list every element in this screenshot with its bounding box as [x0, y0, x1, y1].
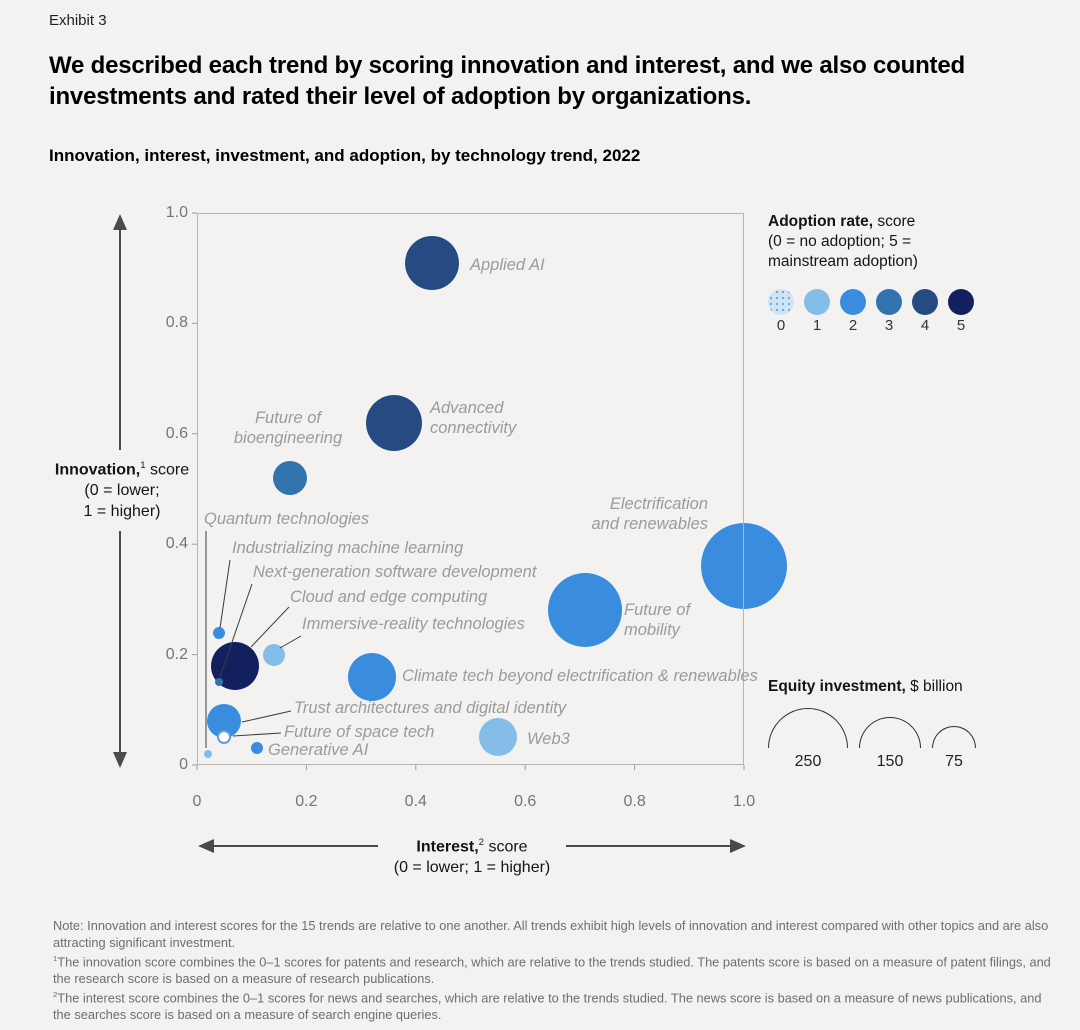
label-future-of-mobility: Future of mobility	[624, 601, 691, 639]
adoption-swatch-0	[768, 289, 794, 315]
x-tick-label-1.0: 1.0	[732, 793, 756, 810]
exhibit-title: We described each trend by scoring innov…	[49, 52, 965, 110]
investment-arc-label-250: 250	[794, 753, 822, 770]
label-electrification-and-renewables: Electrification and renewables	[591, 495, 709, 533]
adoption-swatch-1	[804, 289, 830, 315]
y-axis-arrow-up	[113, 214, 127, 230]
y-tick-label-0.4: 0.4	[165, 535, 188, 553]
footnote-2: 1The innovation score combines the 0–1 s…	[53, 954, 1051, 986]
bubble-quantum-technologies	[203, 749, 212, 758]
x-tick-label-0: 0	[192, 793, 202, 810]
adoption-swatch-label-2: 2	[848, 317, 858, 334]
bubble-future-of-bioengineering	[272, 460, 307, 495]
x-tick-label-0.6: 0.6	[514, 793, 537, 810]
label-generative-ai: Generative AI	[268, 741, 369, 759]
label-advanced-connectivity: Advanced connectivity	[430, 399, 517, 437]
bubble-immersive-reality-technologies	[262, 643, 285, 666]
investment-arc-75	[932, 726, 976, 748]
investment-arc-250	[768, 708, 848, 748]
label-future-of-space-tech: Future of space tech	[284, 723, 435, 741]
adoption-swatch-5	[948, 289, 974, 315]
bubble-generative-ai	[251, 742, 264, 755]
bubble-electrification-and-renewables	[701, 523, 787, 610]
y-tick-label-0.6: 0.6	[165, 424, 188, 442]
label-quantum-technologies: Quantum technologies	[204, 510, 370, 528]
x-tick-label-0.4: 0.4	[404, 793, 427, 810]
footnotes: Note: Innovation and interest scores for…	[53, 918, 1061, 1024]
adoption-swatch-3	[876, 289, 902, 315]
y-axis-title: Innovation,1 score (0 = lower; 1 = higher)	[54, 460, 190, 521]
x-axis-arrow-left	[198, 839, 214, 853]
label-web3: Web3	[527, 730, 570, 748]
adoption-swatch-label-1: 1	[812, 317, 822, 334]
bubble-next-generation-software-development	[214, 678, 223, 687]
adoption-swatch-label-5: 5	[956, 317, 966, 334]
y-tick-label-0: 0	[179, 756, 188, 773]
label-future-of-bioengineering: Future of bioengineering	[233, 409, 343, 447]
label-industrializing-machine-learning: Industrializing machine learning	[232, 539, 464, 557]
x-axis-arrow-right	[730, 839, 746, 853]
x-tick-label-0.2: 0.2	[295, 793, 318, 810]
bubble-applied-ai	[405, 235, 460, 290]
footnote-1: Note: Innovation and interest scores for…	[53, 918, 1049, 950]
y-tick-label-0.8: 0.8	[165, 314, 188, 332]
chart-subtitle: Innovation, interest, investment, and ad…	[49, 146, 641, 165]
bubble-advanced-connectivity	[365, 394, 422, 451]
y-axis-arrow-down	[113, 752, 127, 768]
label-cloud-and-edge-computing: Cloud and edge computing	[290, 588, 488, 606]
adoption-swatch-4	[912, 289, 938, 315]
label-immersive-reality-technologies: Immersive-reality technologies	[302, 615, 525, 633]
y-tick-label-0.2: 0.2	[165, 645, 188, 663]
footnote-3: 2The interest score combines the 0–1 sco…	[53, 990, 1042, 1023]
adoption-swatch-label-0: 0	[776, 317, 786, 334]
y-tick-label-1.0: 1.0	[165, 204, 188, 221]
investment-arc-label-150: 150	[876, 753, 904, 770]
bubble-future-of-space-tech	[217, 730, 232, 745]
bubble-web3	[478, 718, 517, 757]
adoption-swatch-label-4: 4	[920, 317, 930, 334]
exhibit-label: Exhibit 3	[49, 12, 107, 29]
investment-arc-label-75: 75	[945, 753, 963, 770]
bubble-future-of-mobility	[548, 573, 623, 648]
adoption-swatch-label-3: 3	[884, 317, 894, 334]
x-axis-title: Interest,2 score (0 = lower; 1 = higher)	[393, 837, 551, 877]
adoption-legend-title: Adoption rate, score (0 = no adoption; 5 …	[768, 213, 918, 270]
investment-arc-150	[859, 717, 921, 748]
label-applied-ai: Applied AI	[470, 256, 545, 274]
label-climate-tech-beyond-electrification-renewables: Climate tech beyond electrification & re…	[402, 667, 758, 685]
label-next-generation-software-development: Next-generation software development	[253, 563, 537, 581]
adoption-swatch-2	[840, 289, 866, 315]
investment-legend-title: Equity investment, $ billion	[768, 678, 963, 695]
plot-area	[197, 213, 744, 765]
bubble-climate-tech-beyond-electrification-renewables	[348, 652, 397, 701]
x-tick-label-0.8: 0.8	[623, 793, 646, 810]
label-trust-architectures-and-digital-identity: Trust architectures and digital identity	[294, 699, 567, 717]
